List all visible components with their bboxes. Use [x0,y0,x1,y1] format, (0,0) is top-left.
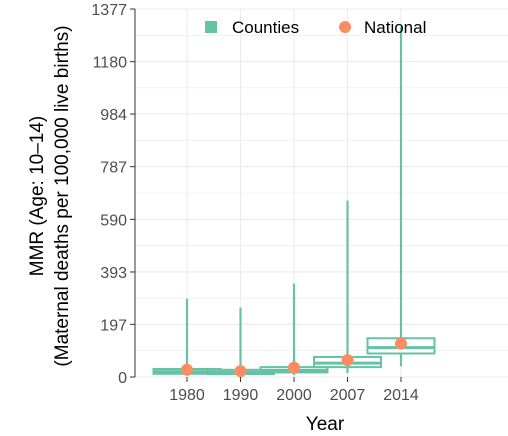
legend-counties-swatch [205,21,217,33]
y-tick-label: 1377 [91,2,127,19]
legend-national-label: National [364,18,426,37]
y-tick-label: 590 [100,212,127,229]
national-point-2007 [341,354,354,367]
county-box-2014 [366,26,436,367]
national-point-2000 [288,361,300,374]
x-tick-label: 1980 [169,387,205,404]
y-tick-label: 0 [118,370,127,387]
legend-national-swatch [339,21,351,33]
legend-counties-label: Counties [232,18,299,37]
x-axis-title: Year [306,414,345,435]
y-axis-title-line1: MMR (Age: 10–14) [27,116,48,277]
y-axis-title-line2: (Maternal deaths per 100,000 live births… [52,25,73,366]
y-tick-label: 393 [100,265,127,282]
national-points [181,337,407,378]
national-point-1980 [181,363,193,376]
national-point-1990 [234,365,247,378]
y-tick-label: 197 [100,317,127,334]
x-tick-label: 1990 [223,387,259,404]
y-tick-label: 984 [100,107,127,124]
y-tick-label: 1180 [93,55,128,72]
x-tick-label: 2007 [330,387,366,404]
legend: Counties National [205,18,426,37]
x-tick-label: 2000 [276,387,312,404]
y-tick-label: 787 [100,160,127,177]
axes: 0 197 393 590 787 984 1180 1377 1980 1990 2000 2007… [91,2,418,404]
grid-lines [135,8,508,378]
x-tick-label: 2014 [383,387,419,404]
national-point-2014 [395,337,407,350]
